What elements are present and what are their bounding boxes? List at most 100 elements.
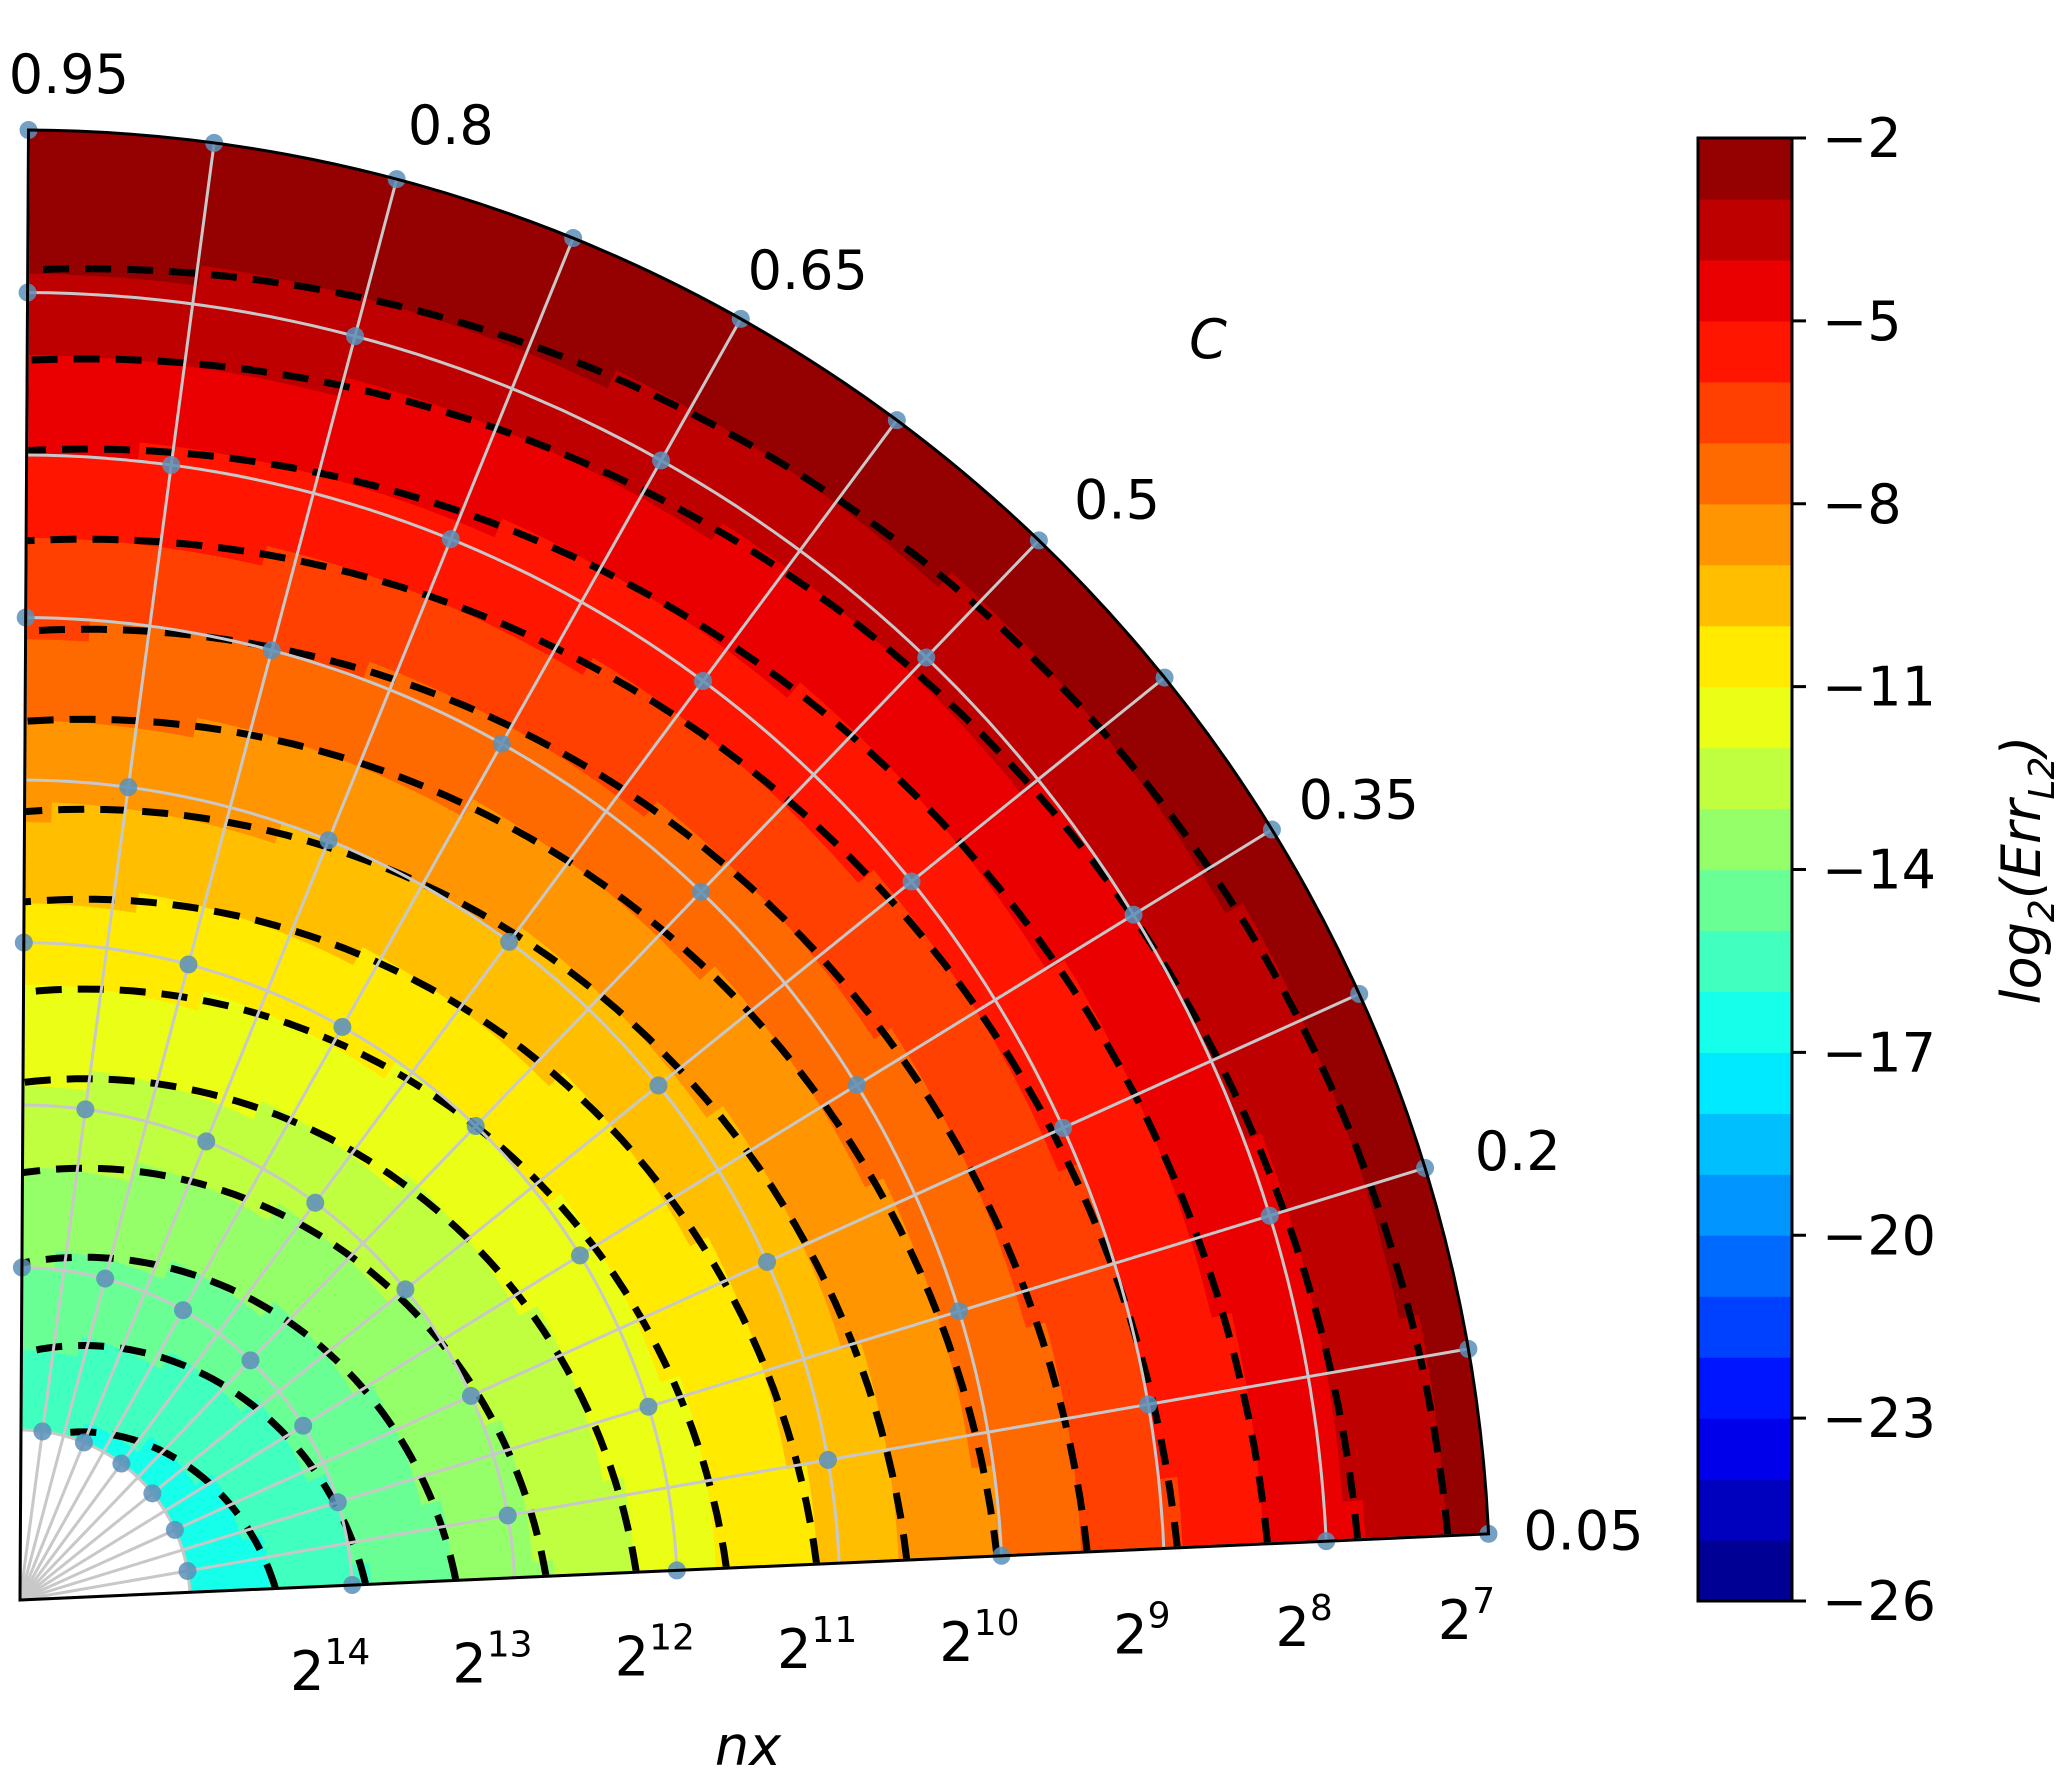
colorbar-level xyxy=(1698,1540,1792,1602)
colorbar-level xyxy=(1698,1052,1792,1114)
sample-point xyxy=(466,1117,485,1136)
colorbar-levels xyxy=(1698,138,1792,1602)
colorbar-level xyxy=(1698,808,1792,871)
colorbar-level xyxy=(1698,138,1792,200)
sample-point xyxy=(74,1433,93,1452)
colorbar-tick-label: −5 xyxy=(1822,290,1902,353)
sample-point xyxy=(76,1100,95,1119)
colorbar-tick-label: −11 xyxy=(1822,656,1936,719)
sample-point xyxy=(165,1520,184,1539)
angular-tick-label: 0.65 xyxy=(748,239,868,302)
sample-point xyxy=(241,1351,260,1370)
sample-point xyxy=(1139,1395,1158,1414)
colorbar-tick-label: −8 xyxy=(1822,473,1902,536)
heat-cell xyxy=(20,1347,31,1371)
sample-point xyxy=(649,1076,668,1095)
colorbar-level xyxy=(1698,381,1792,444)
heat-cell xyxy=(24,311,72,336)
colorbar-tick-label: −23 xyxy=(1822,1387,1936,1450)
heat-cell xyxy=(25,148,78,174)
radial-tick-text: 29 xyxy=(1113,1595,1170,1666)
radial-tick-text: 211 xyxy=(777,1610,857,1681)
heat-cell xyxy=(21,961,46,986)
sample-point xyxy=(570,1246,589,1265)
heat-cell xyxy=(23,514,64,539)
colorbar-level xyxy=(1698,869,1792,932)
colorbar-level xyxy=(1698,747,1792,810)
sample-point xyxy=(262,641,281,660)
heat-cell xyxy=(23,636,59,661)
heat-cell xyxy=(24,189,77,214)
sample-point xyxy=(319,831,338,850)
sample-point xyxy=(498,1506,517,1525)
heat-cell xyxy=(22,819,52,843)
heat-cell xyxy=(24,412,68,438)
heat-cell xyxy=(20,1367,30,1391)
radial-tick-text: 213 xyxy=(452,1625,532,1696)
sample-point xyxy=(333,1017,352,1036)
colorbar-level xyxy=(1698,1174,1792,1236)
heat-cell xyxy=(22,839,51,864)
heat-cell xyxy=(24,372,69,397)
sample-point xyxy=(119,778,138,797)
sample-point xyxy=(441,530,460,549)
sample-point xyxy=(652,451,671,470)
radial-tick-label: 28 xyxy=(1276,1588,1333,1659)
radial-tick-text: 210 xyxy=(939,1603,1019,1674)
radial-tick-text: 27 xyxy=(1438,1581,1495,1652)
angular-tick-label: 0.5 xyxy=(1074,469,1160,532)
colorbar-ticks: −2 −5 −8 −11 −14 −17 −20 −23 −26 xyxy=(1792,107,1936,1633)
sample-point xyxy=(847,1076,866,1095)
colorbar-level xyxy=(1698,991,1792,1053)
radial-tick-text: 212 xyxy=(615,1617,695,1688)
angular-tick-label: 0.8 xyxy=(408,94,494,157)
sample-point xyxy=(639,1397,658,1416)
heat-cell xyxy=(21,1103,40,1128)
sample-point xyxy=(162,456,181,475)
sample-point xyxy=(197,1132,216,1151)
sample-point xyxy=(294,1416,313,1435)
sample-point xyxy=(328,1493,347,1512)
colorbar-level xyxy=(1698,442,1792,505)
sample-point xyxy=(500,932,519,951)
colorbar-level xyxy=(1698,503,1792,566)
sample-point xyxy=(693,672,712,691)
colorbar-level xyxy=(1698,564,1792,627)
sample-point xyxy=(1124,905,1143,924)
angular-tick-label: 0.2 xyxy=(1475,1120,1561,1183)
colorbar-level xyxy=(1698,198,1792,261)
radial-tick-label: 27 xyxy=(1438,1581,1495,1652)
colorbar-level xyxy=(1698,320,1792,383)
heat-cell xyxy=(43,900,71,926)
sample-point xyxy=(758,1252,777,1271)
sample-point xyxy=(902,872,921,891)
angular-axis-title: C xyxy=(1189,308,1227,371)
angular-tick-label: 0.05 xyxy=(1523,1499,1643,1562)
sample-point xyxy=(33,1422,52,1441)
heat-cell xyxy=(22,778,53,803)
colorbar-level xyxy=(1698,1479,1792,1541)
radial-axis-title: nx xyxy=(715,1715,782,1778)
radial-tick-label: 212 xyxy=(615,1617,695,1688)
colorbar-level xyxy=(1698,1235,1792,1297)
sample-point xyxy=(396,1280,415,1299)
colorbar-level xyxy=(1698,259,1792,322)
heat-cell xyxy=(21,1083,41,1107)
radial-tick-label: 211 xyxy=(777,1610,857,1681)
sample-point xyxy=(112,1454,131,1473)
angular-tick-label: 0.95 xyxy=(9,43,129,106)
heat-cell xyxy=(23,494,65,519)
sample-point xyxy=(143,1484,162,1503)
sample-point xyxy=(346,327,365,346)
heat-cell xyxy=(24,169,77,194)
colorbar-level xyxy=(1698,686,1792,749)
radial-tick-labels: 27 28 29 210 211 212 213 214 xyxy=(290,1581,1495,1703)
heat-cell xyxy=(21,1123,40,1148)
sample-point xyxy=(1054,1118,1073,1137)
heat-cell xyxy=(24,352,70,377)
heat-cell xyxy=(22,737,55,762)
colorbar: −2 −5 −8 −11 −14 −17 −20 −23 −26 log2(ErrL2) xyxy=(1696,107,2063,1633)
heat-cell xyxy=(21,1022,44,1046)
heat-cell xyxy=(21,1042,43,1067)
